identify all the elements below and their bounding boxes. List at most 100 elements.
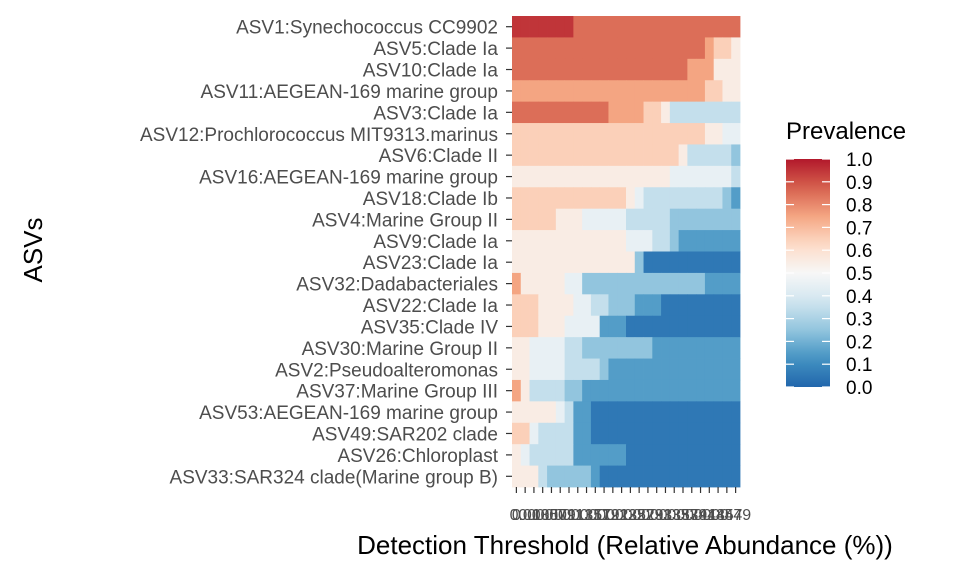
heatmap-cell bbox=[696, 123, 706, 145]
heatmap-cell bbox=[704, 58, 715, 81]
heatmap-cell bbox=[547, 358, 557, 381]
heatmap-cell bbox=[617, 272, 627, 295]
y-tick-label: ASV53:AEGEAN-169 marine group bbox=[199, 403, 498, 424]
heatmap-cell bbox=[652, 123, 662, 145]
x-tick-label: 0.03 bbox=[518, 507, 549, 524]
x-tick-label: 0.09 bbox=[545, 507, 576, 524]
y-tick-label: ASV32:Dadabacteriales bbox=[296, 275, 498, 296]
heatmap-cell bbox=[722, 422, 732, 445]
heatmap-cell bbox=[555, 401, 566, 424]
heatmap-cell bbox=[590, 379, 601, 402]
heatmap-cell bbox=[547, 165, 557, 188]
heatmap-cell bbox=[669, 358, 680, 381]
legend-tick-label: 1.0 bbox=[846, 150, 872, 171]
heatmap-cell bbox=[608, 208, 618, 231]
x-tick-label: 0.33 bbox=[650, 507, 681, 524]
heatmap-cell bbox=[669, 251, 680, 274]
heatmap-cell bbox=[590, 401, 601, 424]
legend-tick-label: 0.6 bbox=[846, 241, 872, 262]
heatmap-cell bbox=[582, 230, 592, 252]
heatmap-cell bbox=[529, 465, 539, 488]
heatmap-cell bbox=[687, 294, 697, 317]
heatmap-cell bbox=[582, 272, 592, 295]
heatmap-cell bbox=[582, 444, 592, 466]
heatmap-cell bbox=[617, 16, 627, 38]
heatmap-cell bbox=[713, 208, 723, 231]
heatmap-cell bbox=[704, 101, 715, 124]
heatmap-cell bbox=[573, 337, 583, 359]
heatmap-cell bbox=[608, 444, 618, 466]
legend-tick-label: 0.1 bbox=[846, 355, 872, 376]
heatmap-cell bbox=[520, 208, 530, 231]
heatmap-cell bbox=[652, 272, 662, 295]
heatmap-cell bbox=[520, 465, 530, 488]
heatmap-cell bbox=[652, 422, 662, 445]
legend-title: Prevalence bbox=[786, 118, 906, 145]
heatmap-cell bbox=[643, 144, 653, 167]
heatmap-cell bbox=[564, 337, 574, 359]
heatmap-cell bbox=[538, 358, 548, 381]
heatmap-cell bbox=[661, 37, 671, 60]
heatmap-cell bbox=[687, 379, 697, 402]
heatmap-cell bbox=[696, 37, 706, 60]
heatmap-cell bbox=[617, 379, 627, 402]
heatmap-cell bbox=[512, 37, 522, 60]
heatmap-cell bbox=[704, 294, 715, 317]
heatmap-cell bbox=[590, 444, 601, 466]
heatmap-cell bbox=[555, 422, 566, 445]
heatmap-cell bbox=[547, 272, 557, 295]
heatmap-cell bbox=[617, 37, 627, 60]
heatmap-cell bbox=[582, 294, 592, 317]
heatmap-cell bbox=[678, 272, 688, 295]
heatmap-cell bbox=[661, 401, 671, 424]
heatmap-cell bbox=[599, 187, 609, 210]
heatmap-cell bbox=[512, 80, 522, 103]
heatmap-cell bbox=[696, 208, 706, 231]
heatmap-cell bbox=[704, 401, 715, 424]
heatmap-cell bbox=[582, 101, 592, 124]
heatmap-cell bbox=[713, 187, 723, 210]
heatmap-cell bbox=[608, 251, 618, 274]
heatmap-cell bbox=[731, 165, 741, 188]
heatmap-cell bbox=[669, 294, 680, 317]
heatmap-cell bbox=[696, 251, 706, 274]
heatmap-cell bbox=[713, 251, 723, 274]
heatmap-cell bbox=[512, 58, 522, 81]
heatmap-cell bbox=[512, 101, 522, 124]
heatmap-cell bbox=[590, 358, 601, 381]
heatmap-cell bbox=[634, 16, 644, 38]
y-tick-label: ASV9:Clade Ia bbox=[373, 232, 498, 253]
heatmap-cell bbox=[678, 358, 688, 381]
heatmap-cell bbox=[512, 272, 522, 295]
heatmap-cell bbox=[529, 272, 539, 295]
heatmap-cell bbox=[555, 272, 566, 295]
heatmap-cell bbox=[722, 80, 732, 103]
heatmap-cell bbox=[590, 37, 601, 60]
heatmap-cell bbox=[643, 16, 653, 38]
heatmap-cell bbox=[687, 422, 697, 445]
heatmap-cell bbox=[617, 165, 627, 188]
heatmap-cell bbox=[731, 16, 741, 38]
heatmap-cell bbox=[704, 80, 715, 103]
heatmap-cell bbox=[652, 358, 662, 381]
heatmap-cell bbox=[731, 208, 741, 231]
heatmap-cell bbox=[687, 272, 697, 295]
heatmap-cell bbox=[652, 251, 662, 274]
heatmap-cell bbox=[512, 251, 522, 274]
y-tick-label: ASV26:Chloroplast bbox=[337, 446, 498, 467]
heatmap-cell bbox=[652, 187, 662, 210]
heatmap-cell bbox=[626, 80, 636, 103]
heatmap-cell bbox=[678, 165, 688, 188]
heatmap-cell bbox=[564, 230, 574, 252]
heatmap-cell bbox=[573, 101, 583, 124]
heatmap-cell bbox=[704, 358, 715, 381]
heatmap-cell bbox=[564, 422, 574, 445]
x-tick-label: 0.27 bbox=[624, 507, 655, 524]
heatmap-cell bbox=[547, 208, 557, 231]
heatmap-cell bbox=[564, 37, 574, 60]
y-tick-label: ASV6:Clade II bbox=[379, 146, 498, 167]
heatmap-cell bbox=[687, 144, 697, 167]
heatmap-cell bbox=[529, 315, 539, 338]
heatmap-cell bbox=[661, 444, 671, 466]
heatmap-cell bbox=[731, 379, 741, 402]
